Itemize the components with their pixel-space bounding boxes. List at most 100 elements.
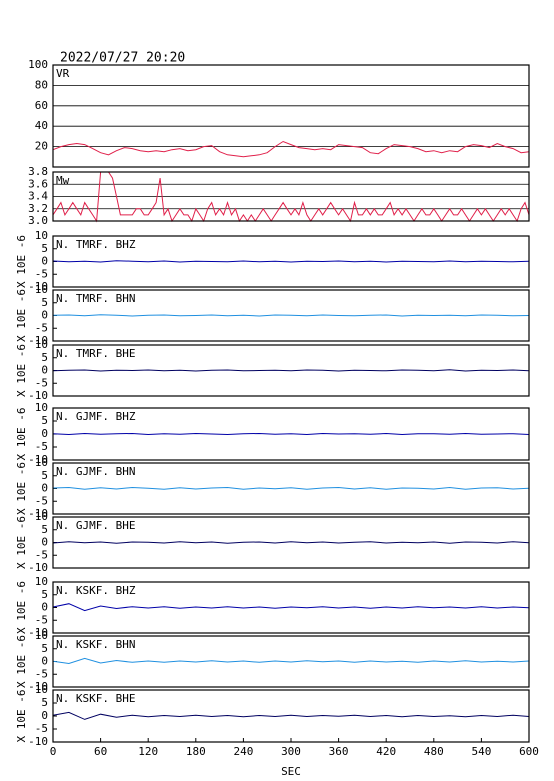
y-tick-label: -5 [35, 722, 48, 735]
y-tick-label: 10 [35, 510, 48, 523]
series-line [52, 657, 530, 665]
panel-frame [52, 407, 530, 461]
panel-label: N. GJMF. BHZ [56, 410, 136, 423]
series-line [52, 140, 530, 158]
y-tick-label: 40 [35, 119, 48, 132]
series-line [52, 711, 530, 720]
y-tick-label: 5 [41, 696, 48, 709]
panel-frame [52, 289, 530, 342]
y-tick-label: -5 [35, 613, 48, 626]
panel-label: Mw [56, 174, 70, 187]
series-line [52, 603, 530, 612]
panel-label: N. GJMF. BHE [56, 519, 135, 532]
y-tick-label: 0 [41, 255, 48, 268]
x-tick-label: 0 [50, 745, 57, 758]
panel-label: N. KSKF. BHN [56, 638, 135, 651]
panel-frame [52, 171, 530, 222]
x-tick-label: 360 [329, 745, 349, 758]
y-tick-label: 0 [41, 536, 48, 549]
y-tick-label: 5 [41, 469, 48, 482]
series-line [52, 369, 530, 372]
y-tick-label: 0 [41, 427, 48, 440]
x-tick-label: 180 [186, 745, 206, 758]
y-axis-label: X 10E -6 [15, 408, 28, 461]
y-tick-label: 3.2 [28, 202, 48, 215]
x-tick-label: 240 [233, 745, 253, 758]
y-tick-label: 60 [35, 99, 48, 112]
y-tick-label: -5 [35, 267, 48, 280]
y-tick-label: -10 [28, 334, 48, 347]
panel-frame [52, 635, 530, 688]
y-tick-label: 0 [41, 364, 48, 377]
x-tick-label: 120 [138, 745, 158, 758]
panel-frame [52, 344, 530, 397]
panel-label: N. KSKF. BHZ [56, 584, 136, 597]
y-tick-label: 10 [35, 283, 48, 296]
series-line [52, 486, 530, 490]
y-tick-label: -10 [28, 389, 48, 402]
panel-frame [52, 235, 530, 288]
y-tick-label: 5 [41, 414, 48, 427]
x-tick-label: 420 [376, 745, 396, 758]
x-tick-label: 300 [281, 745, 301, 758]
panel-frame [52, 64, 530, 168]
y-tick-label: -10 [28, 735, 48, 748]
panel-label: N. KSKF. BHE [56, 692, 135, 705]
panel-label: N. TMRF. BHZ [56, 238, 136, 251]
y-tick-label: -10 [28, 626, 48, 639]
y-tick-label: 3.0 [28, 214, 48, 227]
series-line [52, 314, 530, 317]
y-tick-label: 5 [41, 588, 48, 601]
y-tick-label: 5 [41, 351, 48, 364]
y-tick-label: 20 [35, 140, 48, 153]
y-tick-label: 5 [41, 523, 48, 536]
y-axis-label: X 10E -6 [15, 289, 28, 342]
panel-label: N. TMRF. BHN [56, 292, 135, 305]
y-tick-label: 0 [41, 709, 48, 722]
x-tick-label: 540 [471, 745, 491, 758]
y-axis-label: X 10E -6 [15, 516, 28, 569]
y-tick-label: 3.6 [28, 177, 48, 190]
y-tick-label: -10 [28, 280, 48, 293]
y-tick-label: 3.4 [28, 190, 48, 203]
x-axis-label: SEC [281, 765, 301, 778]
y-tick-label: -5 [35, 548, 48, 561]
y-tick-label: -5 [35, 376, 48, 389]
y-tick-label: 3.8 [28, 165, 48, 178]
panel-label: VR [56, 67, 70, 80]
series-line [52, 171, 530, 223]
y-tick-label: 0 [41, 655, 48, 668]
panel-label: N. GJMF. BHN [56, 465, 135, 478]
y-tick-label: 10 [35, 575, 48, 588]
chart-title: 2022/07/27 20:20 [60, 51, 185, 66]
y-tick-label: 100 [28, 58, 48, 71]
y-tick-label: -5 [35, 494, 48, 507]
series-line [52, 260, 530, 263]
y-tick-label: -5 [35, 440, 48, 453]
x-tick-label: 480 [424, 745, 444, 758]
y-tick-label: 0 [41, 601, 48, 614]
y-axis-label: X 10E -6 [15, 344, 28, 397]
series-line [52, 432, 530, 436]
y-tick-label: 5 [41, 642, 48, 655]
y-tick-label: 0 [41, 309, 48, 322]
y-tick-label: 10 [35, 683, 48, 696]
y-tick-label: -5 [35, 321, 48, 334]
x-tick-label: 60 [94, 745, 107, 758]
series-line [52, 541, 530, 544]
y-tick-label: 10 [35, 338, 48, 351]
y-axis-label: X 10E -6 [15, 235, 28, 288]
y-tick-label: -10 [28, 453, 48, 466]
panel-frame [52, 462, 530, 515]
y-axis-label: X 10E -6 [15, 635, 28, 688]
y-tick-label: 0 [41, 482, 48, 495]
panel-frame [52, 581, 530, 634]
y-tick-label: -10 [28, 507, 48, 520]
y-axis-label: X 10E -6 [15, 690, 28, 743]
y-tick-label: 5 [41, 242, 48, 255]
y-tick-label: 10 [35, 456, 48, 469]
y-tick-label: 10 [35, 229, 48, 242]
y-axis-label: X 10E -6 [15, 462, 28, 515]
